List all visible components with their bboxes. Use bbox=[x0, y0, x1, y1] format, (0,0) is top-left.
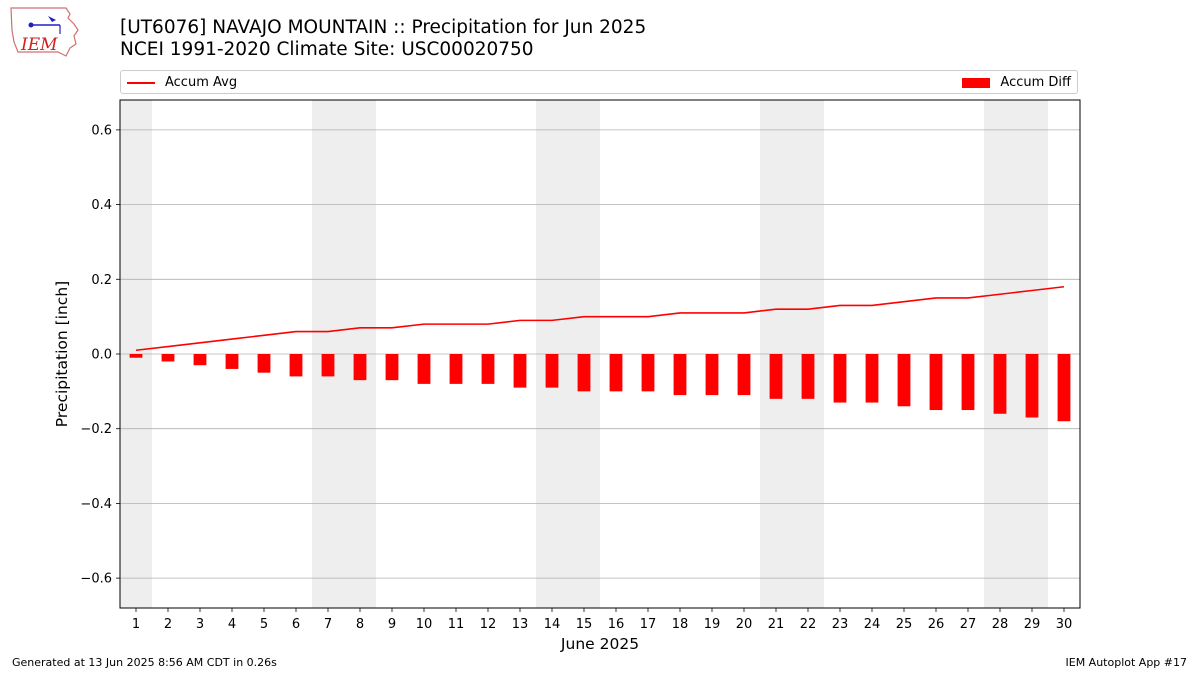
y-tick-label: −0.2 bbox=[80, 422, 112, 437]
y-tick-label: −0.4 bbox=[80, 497, 112, 512]
legend-item-accum-avg: Accum Avg bbox=[127, 75, 237, 90]
accum-diff-bar bbox=[993, 354, 1007, 414]
x-tick-label: 15 bbox=[576, 617, 593, 632]
accum-diff-bar bbox=[833, 354, 847, 403]
x-tick-label: 3 bbox=[196, 617, 204, 632]
x-tick-label: 4 bbox=[228, 617, 236, 632]
accum-diff-bar bbox=[161, 354, 175, 362]
y-axis-label: Precipitation [inch] bbox=[53, 281, 71, 427]
x-tick-label: 25 bbox=[896, 617, 913, 632]
footer-generated: Generated at 13 Jun 2025 8:56 AM CDT in … bbox=[12, 656, 277, 669]
plot-frame bbox=[119, 99, 1081, 609]
accum-diff-bar bbox=[193, 354, 207, 366]
x-tick-label: 6 bbox=[292, 617, 300, 632]
footer-app: IEM Autoplot App #17 bbox=[1065, 656, 1188, 669]
legend-label-accum-avg: Accum Avg bbox=[165, 75, 238, 90]
y-tick-label: 0.6 bbox=[91, 123, 112, 138]
accum-diff-bar bbox=[1025, 354, 1039, 418]
x-tick-label: 23 bbox=[832, 617, 849, 632]
x-tick-label: 9 bbox=[388, 617, 396, 632]
accum-diff-bar bbox=[577, 354, 591, 392]
x-tick-label: 17 bbox=[640, 617, 657, 632]
x-tick-label: 10 bbox=[416, 617, 433, 632]
x-tick-label: 22 bbox=[800, 617, 817, 632]
x-tick-label: 29 bbox=[1024, 617, 1041, 632]
accum-diff-bar bbox=[449, 354, 463, 384]
legend-line-swatch bbox=[127, 81, 155, 84]
legend-label-accum-diff: Accum Diff bbox=[1000, 75, 1071, 90]
accum-diff-bar bbox=[641, 354, 655, 392]
legend: Accum Avg Accum Diff bbox=[120, 70, 1078, 94]
x-tick-label: 26 bbox=[928, 617, 945, 632]
accum-diff-bar bbox=[225, 354, 239, 369]
accum-diff-bar bbox=[257, 354, 271, 373]
x-tick-label: 14 bbox=[544, 617, 561, 632]
legend-bar-swatch bbox=[962, 77, 991, 88]
accum-diff-bar bbox=[385, 354, 399, 381]
x-tick-label: 20 bbox=[736, 617, 753, 632]
x-tick-label: 8 bbox=[356, 617, 364, 632]
iowa-outline-icon: IEM bbox=[10, 7, 79, 57]
accum-diff-bar bbox=[353, 354, 367, 381]
accum-diff-bar bbox=[737, 354, 751, 396]
x-tick-label: 30 bbox=[1056, 617, 1073, 632]
x-tick-label: 19 bbox=[704, 617, 721, 632]
accum-diff-bar bbox=[961, 354, 975, 411]
y-tick-label: 0.4 bbox=[91, 198, 112, 213]
accum-diff-bar bbox=[865, 354, 879, 403]
x-tick-label: 7 bbox=[324, 617, 332, 632]
chart-title-line1: [UT6076] NAVAJO MOUNTAIN :: Precipitatio… bbox=[120, 17, 647, 38]
x-tick-label: 27 bbox=[960, 617, 977, 632]
accum-avg-line bbox=[135, 285, 1065, 352]
x-tick-label: 2 bbox=[164, 617, 172, 632]
x-axis-label: June 2025 bbox=[560, 635, 639, 653]
logo-text: IEM bbox=[20, 35, 58, 55]
accum-diff-bar bbox=[929, 354, 943, 411]
x-tick-label: 12 bbox=[480, 617, 497, 632]
accum-diff-bar bbox=[769, 354, 783, 399]
accum-diff-bar bbox=[673, 354, 687, 396]
x-tick-label: 16 bbox=[608, 617, 625, 632]
x-tick-label: 5 bbox=[260, 617, 268, 632]
chart-title: [UT6076] NAVAJO MOUNTAIN :: Precipitatio… bbox=[120, 17, 646, 61]
chart-title-line2: NCEI 1991-2020 Climate Site: USC00020750 bbox=[120, 39, 534, 60]
accum-diff-bar bbox=[289, 354, 303, 377]
x-tick-label: 18 bbox=[672, 617, 689, 632]
y-tick-label: 0.2 bbox=[91, 273, 112, 288]
y-tick-label: −0.6 bbox=[80, 572, 112, 587]
x-tick-label: 28 bbox=[992, 617, 1009, 632]
y-tick-label: 0.0 bbox=[91, 348, 112, 363]
accum-diff-bar bbox=[801, 354, 815, 399]
x-tick-label: 11 bbox=[448, 617, 465, 632]
accum-diff-bar bbox=[417, 354, 431, 384]
accum-diff-bar bbox=[513, 354, 527, 388]
x-tick-label: 13 bbox=[512, 617, 529, 632]
accum-diff-bar bbox=[545, 354, 559, 388]
accum-diff-bar bbox=[1057, 354, 1071, 422]
x-tick-label: 21 bbox=[768, 617, 785, 632]
accum-diff-bar bbox=[129, 354, 143, 358]
x-tick-label: 1 bbox=[132, 617, 140, 632]
iem-logo: IEM bbox=[8, 6, 80, 58]
accum-diff-bar bbox=[609, 354, 623, 392]
accum-diff-bar bbox=[481, 354, 495, 384]
accum-diff-bar bbox=[897, 354, 911, 407]
x-tick-label: 24 bbox=[864, 617, 881, 632]
legend-item-accum-diff: Accum Diff bbox=[962, 75, 1071, 90]
accum-diff-bar bbox=[321, 354, 335, 377]
accum-diff-bar bbox=[705, 354, 719, 396]
